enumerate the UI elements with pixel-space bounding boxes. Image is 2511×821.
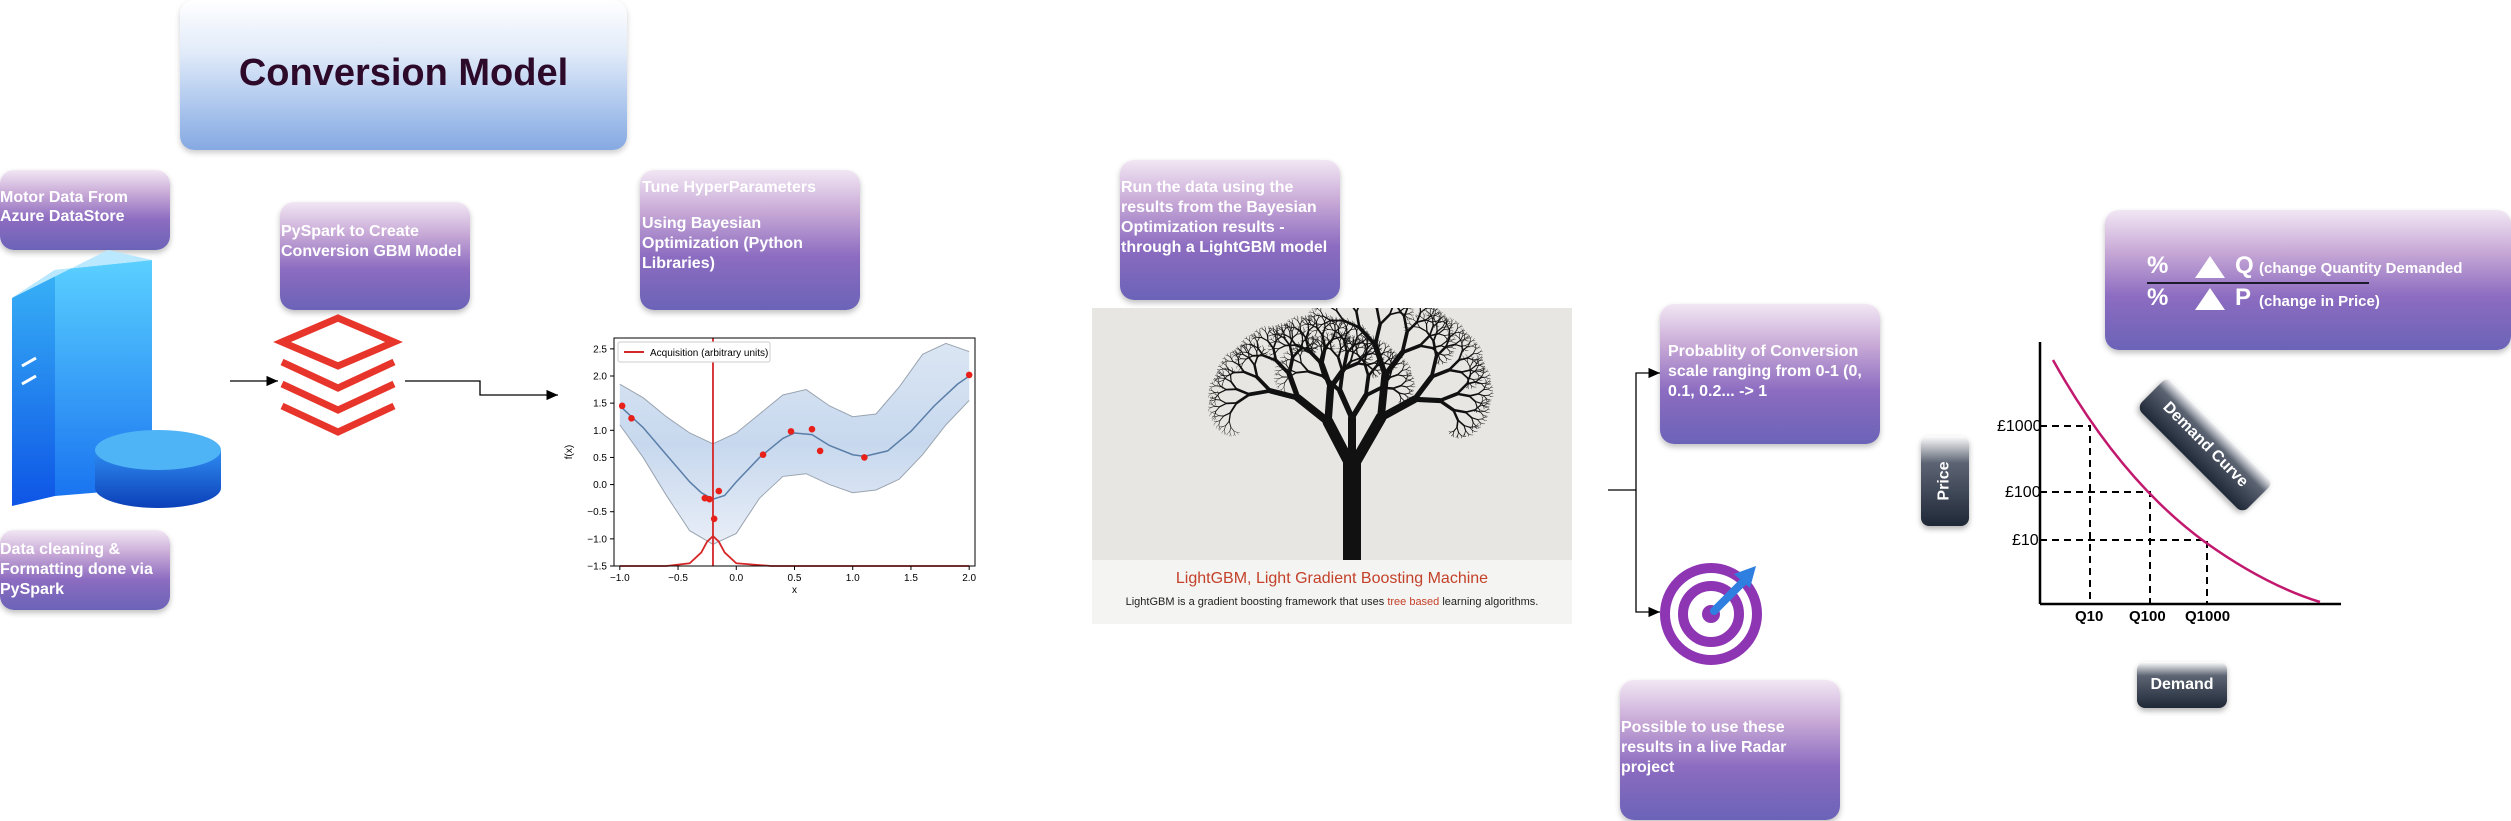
price-tick-10: £10 bbox=[2012, 532, 2039, 549]
observation-point bbox=[628, 415, 635, 422]
motor-data-box: Motor Data From Azure DataStore bbox=[0, 170, 170, 250]
legend-box bbox=[617, 341, 771, 363]
y-tick-label: 1.0 bbox=[593, 426, 607, 437]
bayesian-optimization-chart: −1.0 −0.5 0.0 0.5 1.0 1.5 2.0 2.5 2.0 1.5 1.0 0.5 0.… bbox=[564, 337, 977, 596]
tune-body: Using Bayesian Optimization (Python Libr… bbox=[642, 215, 803, 272]
page-title: Conversion Model bbox=[238, 52, 569, 94]
title-box: Conversion Model bbox=[180, 0, 627, 150]
price-label: Price bbox=[1935, 461, 1953, 501]
observation-point bbox=[965, 371, 973, 379]
motor-data-label: Motor Data From Azure DataStore bbox=[0, 189, 128, 225]
observation-point bbox=[816, 447, 824, 455]
delta-quantity-icon bbox=[2195, 256, 2225, 278]
demand-label: Demand bbox=[2150, 676, 2214, 693]
mean-line bbox=[619, 375, 970, 501]
pct-price: % bbox=[2147, 284, 2169, 311]
p-text: (change in Price) bbox=[2259, 293, 2380, 310]
demand-curve-line bbox=[2051, 359, 2321, 604]
y-axis-label: f(x) bbox=[564, 445, 575, 459]
caption-post: learning algorithms. bbox=[1439, 596, 1539, 608]
tune-hyperparameters-box: Tune HyperParameters Using Bayesian Opti… bbox=[640, 170, 860, 310]
y-tick-label: 2.0 bbox=[593, 372, 607, 383]
y-tick-label: −0.5 bbox=[587, 507, 607, 518]
lower-bound-line bbox=[619, 400, 970, 545]
y-tick-label: 1.5 bbox=[593, 399, 607, 410]
y-tick-label: −1.5 bbox=[587, 562, 607, 573]
price-tick-100: £100 bbox=[2005, 484, 2041, 501]
pyspark-box: PySpark to Create Conversion GBM Model bbox=[280, 202, 470, 310]
radar-label: Possible to use these results in a live … bbox=[1621, 719, 1787, 776]
q-letter: Q bbox=[2235, 252, 2254, 279]
delta-price-icon bbox=[2195, 288, 2225, 310]
elasticity-formula-box: % Q (change Quantity Demanded % P (chang… bbox=[2105, 210, 2511, 350]
data-cleaning-box: Data cleaning & Formatting done via PySp… bbox=[0, 530, 170, 610]
run-data-label: Run the data using the results from the … bbox=[1121, 179, 1328, 256]
y-tick-label: 0.5 bbox=[593, 453, 607, 464]
acquisition-line bbox=[619, 534, 970, 567]
target-icon bbox=[1660, 563, 1762, 665]
x-tick-label: −0.5 bbox=[668, 573, 688, 584]
y-tick-label: 2.5 bbox=[593, 344, 607, 355]
upper-bound-line bbox=[619, 342, 970, 445]
observation-point bbox=[787, 428, 795, 435]
observation-point bbox=[861, 454, 868, 461]
x-axis-label: x bbox=[792, 585, 797, 596]
guide-10 bbox=[2040, 539, 2208, 604]
observation-point bbox=[618, 402, 626, 410]
guide-100 bbox=[2040, 491, 2151, 604]
lightgbm-image-area bbox=[1092, 279, 1572, 560]
observation-point bbox=[759, 451, 767, 459]
pyspark-label: PySpark to Create Conversion GBM Model bbox=[281, 223, 462, 260]
x-tick-label: 0.5 bbox=[788, 573, 802, 584]
pct-quantity: % bbox=[2147, 252, 2169, 279]
q-text: (change Quantity Demanded bbox=[2259, 260, 2463, 277]
p-letter: P bbox=[2235, 284, 2252, 311]
x-tick-label: 2.0 bbox=[962, 573, 976, 584]
lightgbm-caption-text: LightGBM is a gradient boosting framewor… bbox=[1092, 596, 1572, 608]
x-tick-label: 1.5 bbox=[904, 573, 918, 584]
observation-point bbox=[710, 515, 718, 523]
arrow-to-probability bbox=[1635, 367, 1660, 490]
arrow-pyspark-to-tuning bbox=[405, 380, 558, 401]
x-tick-label: 1.0 bbox=[846, 573, 860, 584]
data-cleaning-label: Data cleaning & Formatting done via PySp… bbox=[0, 541, 153, 598]
quantity-tick-1000: Q1000 bbox=[2185, 608, 2230, 625]
radar-box: Possible to use these results in a live … bbox=[1620, 680, 1840, 820]
run-data-box: Run the data using the results from the … bbox=[1120, 160, 1340, 300]
guide-1000 bbox=[2040, 425, 2091, 604]
observation-point bbox=[808, 425, 816, 433]
legend-label: Acquisition (arbitrary units) bbox=[650, 348, 768, 359]
y-tick-label: 0.0 bbox=[593, 480, 607, 491]
tree-branches bbox=[1207, 279, 1494, 560]
quantity-tick-100: Q100 bbox=[2129, 608, 2166, 625]
caption-pre: LightGBM is a gradient boosting framewor… bbox=[1125, 596, 1388, 608]
quantity-tick-10: Q10 bbox=[2075, 608, 2103, 625]
server-database-icon bbox=[12, 250, 221, 508]
tune-title: Tune HyperParameters bbox=[642, 179, 816, 196]
caption-link[interactable]: tree based bbox=[1387, 596, 1440, 608]
x-tick-label: −1.0 bbox=[610, 573, 630, 584]
fraction-line bbox=[2147, 282, 2369, 284]
lightgbm-card: LightGBM, Light Gradient Boosting Machin… bbox=[1092, 279, 1572, 624]
observation-point bbox=[706, 495, 713, 503]
price-tick-1000: £1000 bbox=[1997, 418, 2042, 435]
price-label-box: Price bbox=[1921, 436, 1969, 526]
demand-label-box: Demand bbox=[2137, 662, 2227, 708]
demand-curve-chart: £1000 £100 £10 Q10 Q100 Q1000 bbox=[1997, 342, 2341, 625]
lightgbm-caption-title: LightGBM, Light Gradient Boosting Machin… bbox=[1175, 570, 1489, 587]
fractal-tree-icon bbox=[1207, 279, 1494, 560]
x-tick-label: 0.0 bbox=[729, 573, 743, 584]
y-tick-label: −1.0 bbox=[587, 534, 607, 545]
arrow-to-radar bbox=[1635, 490, 1660, 618]
probability-label: Probablity of Conversion scale ranging f… bbox=[1668, 343, 1862, 400]
databricks-stack-icon bbox=[273, 314, 403, 436]
confidence-band bbox=[619, 343, 970, 545]
observation-point bbox=[715, 487, 723, 495]
probability-box: Probablity of Conversion scale ranging f… bbox=[1660, 304, 1880, 444]
